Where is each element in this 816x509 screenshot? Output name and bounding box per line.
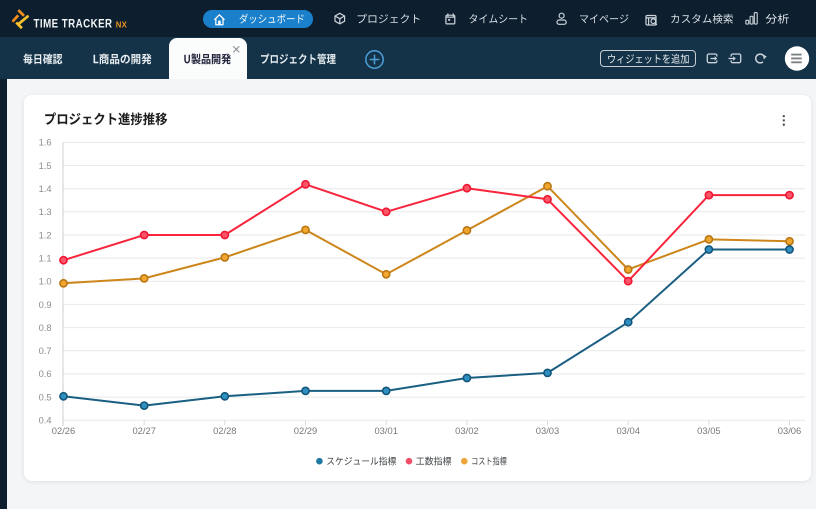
svg-text:03/05: 03/05 [697, 425, 720, 436]
svg-text:0.8: 0.8 [39, 323, 52, 333]
svg-text:02/26: 02/26 [52, 425, 75, 436]
svg-text:0.7: 0.7 [39, 346, 52, 356]
svg-text:03/02: 03/02 [455, 425, 478, 436]
svg-text:02/27: 02/27 [132, 425, 155, 436]
svg-text:03/03: 03/03 [536, 425, 559, 436]
svg-text:0.5: 0.5 [39, 392, 52, 402]
svg-text:1.3: 1.3 [39, 207, 52, 217]
svg-text:1.6: 1.6 [39, 138, 52, 148]
svg-text:03/01: 03/01 [374, 425, 397, 436]
svg-text:03/04: 03/04 [616, 425, 639, 436]
svg-text:1.1: 1.1 [39, 253, 52, 263]
svg-text:0.9: 0.9 [39, 300, 52, 310]
svg-text:1.4: 1.4 [39, 184, 52, 194]
svg-text:TIME TRACKER: TIME TRACKER [34, 17, 113, 31]
svg-text:02/29: 02/29 [294, 425, 317, 436]
svg-text:03/06: 03/06 [778, 425, 801, 436]
svg-text:1.0: 1.0 [39, 277, 52, 287]
svg-text:NX: NX [116, 20, 128, 29]
svg-text:0.6: 0.6 [39, 369, 52, 379]
svg-text:0.4: 0.4 [39, 416, 52, 426]
svg-text:1.2: 1.2 [39, 230, 52, 240]
svg-text:1.5: 1.5 [39, 161, 52, 171]
svg-text:02/28: 02/28 [213, 425, 236, 436]
